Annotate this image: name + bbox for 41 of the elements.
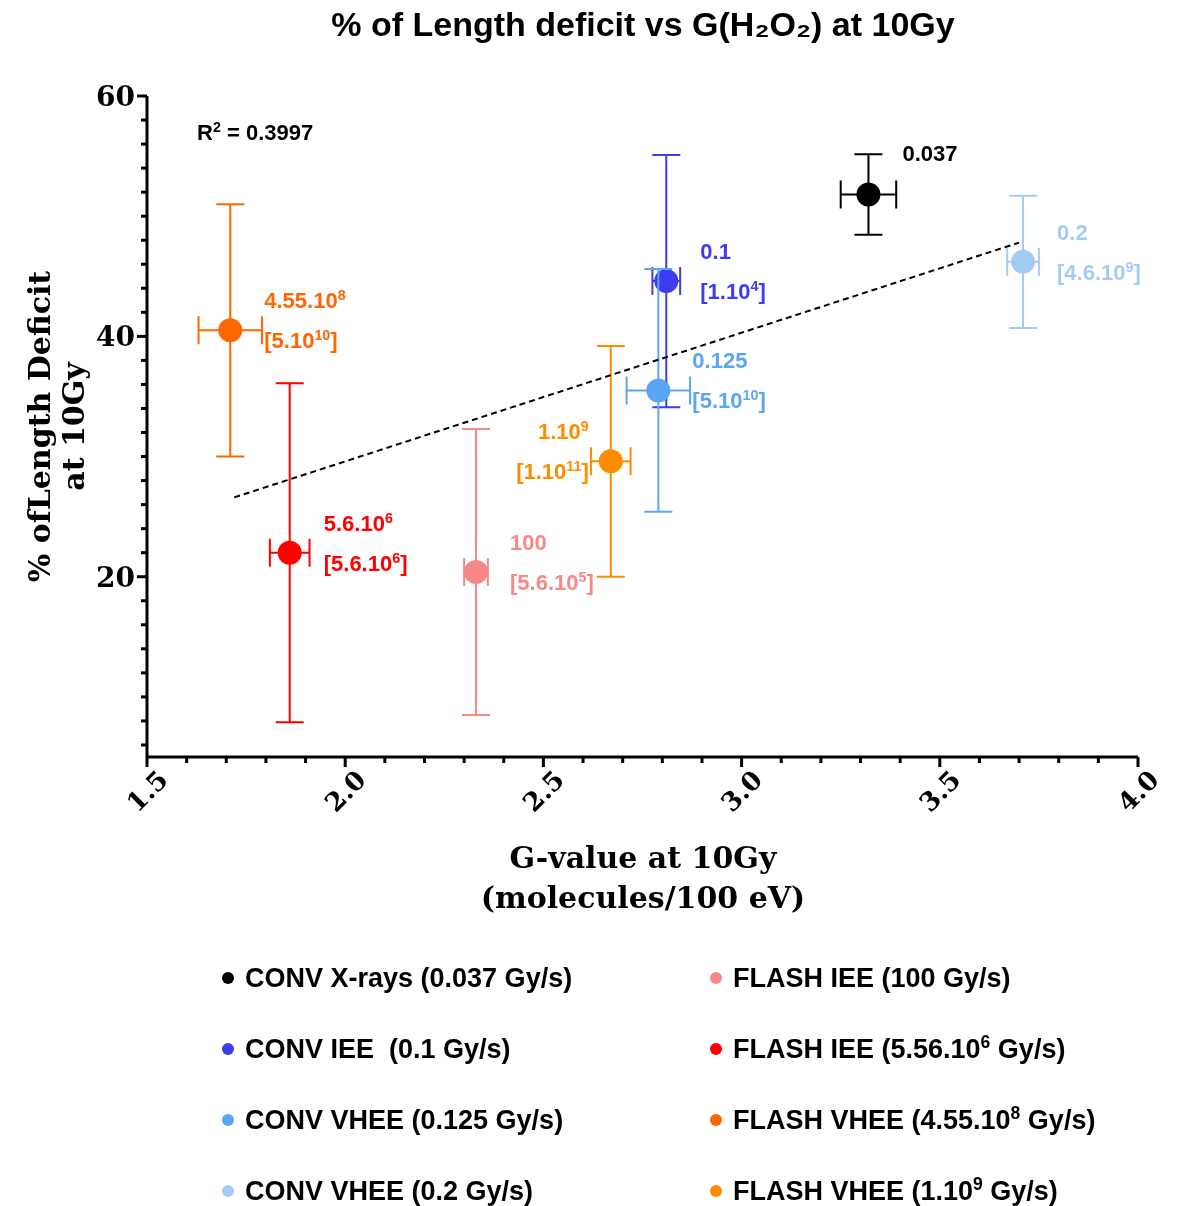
y-axis-title: % ofLength Deficit at 10Gy [22, 270, 91, 583]
point [598, 449, 623, 474]
point [856, 182, 881, 207]
legend-label: FLASH IEE (100 Gy/s) [733, 963, 1011, 994]
annotation: [5.10$^{10}$] [264, 327, 338, 354]
annotation: 4.55.10$^{8}$ [264, 287, 346, 314]
legend-label: FLASH IEE (5.56.10$^{6}$ Gy/s) [733, 1032, 1066, 1065]
legend-label: CONV X-rays (0.037 Gy/s) [245, 963, 573, 994]
annotation: 5.6.10$^{6}$ [323, 509, 393, 536]
point [277, 540, 302, 565]
x-tick-label: 3.5 [913, 764, 967, 818]
annotation: 0.2 [1057, 219, 1088, 245]
annotation: 0.1 [700, 239, 731, 265]
y-tick-label: 40 [96, 320, 135, 354]
point [646, 378, 671, 403]
annotation: R$^{2}$ = 0.3997 [197, 119, 314, 145]
legend-label: FLASH VHEE (4.55.10$^{8}$ Gy/s) [733, 1103, 1096, 1136]
x-axis-title: G-value at 10Gy (molecules/100 eV) [480, 840, 806, 915]
x-tick-label: 3.0 [715, 764, 769, 818]
annotation: [5.10$^{10}$] [692, 387, 766, 414]
y-tick-label: 20 [96, 560, 135, 594]
x-tick-label: 4.0 [1111, 764, 1165, 818]
y-tick-label: 60 [96, 79, 135, 113]
annotation: [5.6.10$^{5}$] [510, 568, 594, 595]
legend-label: CONV IEE (0.1 Gy/s) [245, 1034, 511, 1065]
point [218, 318, 243, 343]
annotation: [1.10$^{11}$] [516, 458, 589, 485]
x-tick-label: 2.5 [516, 764, 571, 818]
annotation: 100 [510, 529, 547, 555]
annotation: 0.037 [902, 140, 958, 166]
annotation: [4.6.10$^{9}$] [1057, 258, 1141, 285]
legend-label: FLASH VHEE (1.10$^{9}$ Gy/s) [733, 1174, 1058, 1206]
annotation: 1.10$^{9}$ [538, 418, 589, 445]
annotation: [5.6.10$^{6}$] [323, 549, 408, 576]
annotation: [1.10$^{4}$] [700, 278, 766, 305]
x-tick-label: 2.0 [318, 764, 372, 818]
legend-label: CONV VHEE (0.125 Gy/s) [245, 1105, 564, 1136]
x-tick-label: 1.5 [120, 764, 174, 818]
chart-title: % of Length deficit vs G(H₂O₂) at 10Gy [331, 5, 955, 43]
legend-label: CONV VHEE (0.2 Gy/s) [245, 1176, 534, 1206]
annotation: 0.125 [692, 348, 748, 374]
